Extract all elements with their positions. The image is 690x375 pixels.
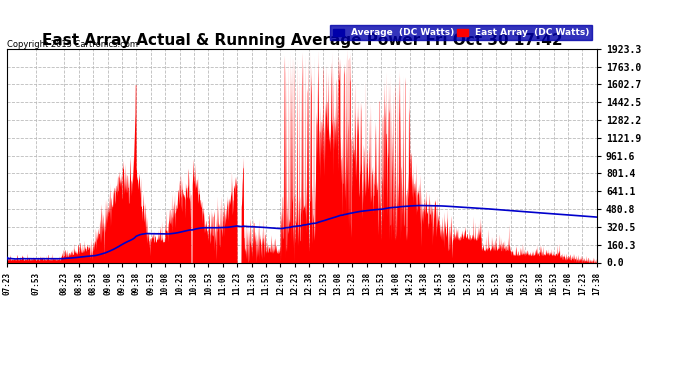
Legend: Average  (DC Watts), East Array  (DC Watts): Average (DC Watts), East Array (DC Watts…: [331, 26, 592, 40]
Title: East Array Actual & Running Average Power Fri Oct 30 17:42: East Array Actual & Running Average Powe…: [41, 33, 562, 48]
Text: Copyright 2015 Cartronics.com: Copyright 2015 Cartronics.com: [7, 40, 138, 49]
